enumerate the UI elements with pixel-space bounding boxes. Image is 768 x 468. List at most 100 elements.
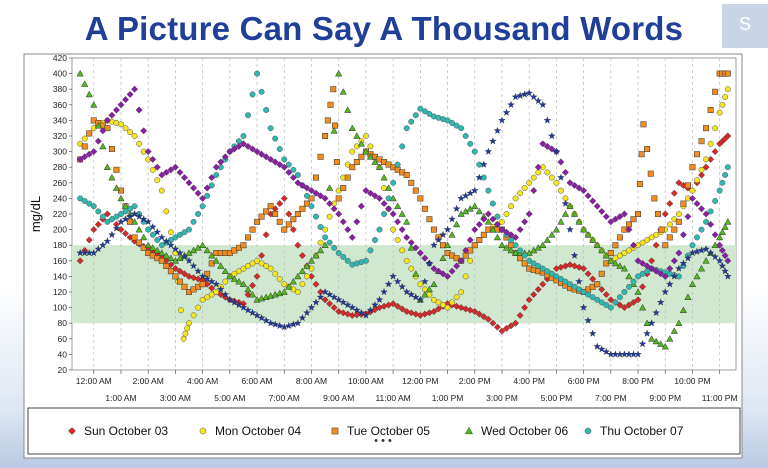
data-point [638, 303, 647, 311]
data-point [689, 187, 696, 194]
data-point [630, 278, 637, 285]
data-point [640, 121, 647, 128]
data-point [602, 251, 610, 259]
data-point [412, 270, 420, 277]
data-point [520, 90, 529, 98]
data-point [149, 155, 157, 163]
data-point [272, 135, 279, 142]
data-point [417, 105, 424, 112]
data-point [153, 246, 161, 254]
data-point [539, 241, 547, 249]
data-point [275, 321, 284, 329]
data-point [353, 306, 361, 314]
data-point [653, 231, 660, 238]
data-point [467, 140, 474, 147]
data-point [263, 208, 270, 215]
data-point [434, 236, 443, 244]
data-point [371, 301, 379, 309]
data-point [317, 192, 325, 200]
data-point [181, 283, 188, 290]
data-point [698, 138, 705, 145]
data-point [702, 257, 710, 264]
data-point [670, 257, 678, 265]
data-point [453, 262, 461, 270]
data-point [371, 158, 379, 165]
data-point [294, 179, 302, 187]
data-point [512, 319, 520, 327]
data-point [312, 189, 320, 197]
data-point [221, 267, 229, 275]
data-point [135, 225, 143, 233]
data-point [389, 272, 397, 280]
data-point [186, 320, 192, 327]
data-point [439, 270, 447, 278]
data-point [372, 237, 378, 243]
data-point [693, 200, 701, 208]
data-point [694, 151, 700, 158]
data-point [557, 173, 565, 181]
data-point [634, 288, 642, 295]
data-point [380, 173, 388, 181]
data-point [162, 251, 170, 259]
data-point [249, 145, 256, 153]
data-point [298, 314, 307, 322]
data-point [553, 179, 560, 186]
data-point [512, 242, 519, 249]
data-point [480, 215, 488, 223]
data-point [707, 208, 714, 215]
data-point [502, 108, 511, 116]
data-point [254, 257, 261, 264]
x-tick-label: 12:00 PM [402, 376, 438, 386]
data-point [489, 137, 497, 145]
data-point [635, 211, 642, 217]
data-point [108, 230, 116, 238]
data-point [651, 195, 658, 202]
data-point [557, 187, 564, 194]
y-tick-label: 40 [58, 349, 68, 359]
data-point [389, 210, 397, 218]
y-tick-label: 320 [53, 131, 67, 141]
data-point [99, 142, 107, 150]
data-point [399, 247, 406, 254]
data-point [217, 158, 225, 166]
data-point [644, 237, 651, 243]
data-point [262, 316, 270, 324]
data-point [308, 195, 315, 202]
data-point [652, 241, 660, 249]
data-point [580, 289, 587, 295]
data-point [571, 283, 578, 290]
data-point [353, 132, 361, 139]
data-point [597, 345, 606, 353]
data-point [507, 100, 515, 108]
data-point [589, 236, 597, 243]
data-point [426, 110, 433, 117]
data-point [81, 153, 89, 161]
data-point [570, 251, 579, 259]
data-point [662, 242, 669, 249]
data-point [719, 101, 726, 108]
data-point [716, 109, 723, 116]
data-point [471, 242, 478, 249]
data-point [652, 308, 660, 316]
data-point [517, 247, 524, 254]
data-point [430, 241, 438, 249]
data-point [703, 218, 710, 225]
data-point [658, 226, 665, 233]
data-point [280, 163, 288, 171]
data-point [176, 231, 183, 238]
data-point [171, 245, 180, 253]
data-point [425, 259, 434, 267]
data-point [258, 150, 266, 158]
data-point [263, 107, 270, 113]
data-point [312, 298, 320, 306]
data-point [480, 231, 487, 238]
data-point [167, 166, 175, 174]
data-point [666, 265, 674, 273]
data-point [130, 218, 139, 225]
data-point [620, 304, 628, 312]
data-point [412, 244, 420, 252]
series-5 [77, 70, 731, 311]
data-point [516, 91, 524, 99]
data-point [262, 231, 270, 239]
data-point [589, 197, 597, 205]
